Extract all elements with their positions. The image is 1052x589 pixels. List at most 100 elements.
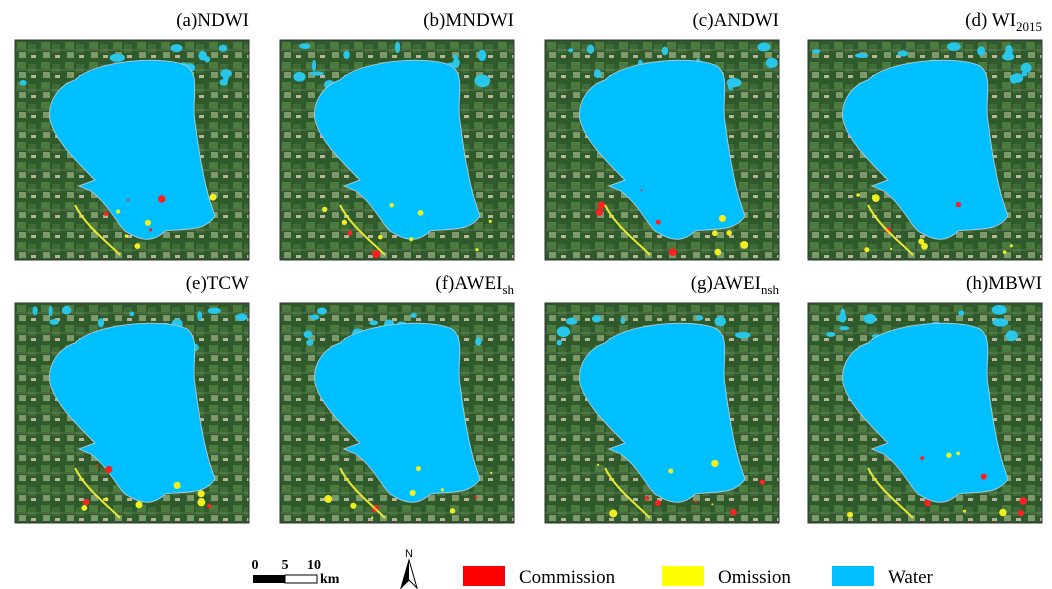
omission-spot [371,517,373,519]
pond [757,43,770,52]
omission-spot [1003,250,1007,254]
commission-spot [730,509,737,516]
map-panel [15,303,249,523]
pond [474,75,490,87]
commission-spot [1018,510,1024,516]
commission-spot [669,248,677,256]
omission-spot [389,203,393,207]
pond [977,46,985,56]
map-panel [15,40,249,260]
omission-spot [125,234,129,238]
panel-title: (h)MBWI [966,273,1042,294]
panel-title-text: (h)MBWI [966,273,1042,294]
omission-spot [173,482,180,489]
omission-spot [864,247,869,252]
pond [992,305,1007,315]
omission-spot [324,495,332,503]
omission-spot [490,472,492,474]
pond [299,43,310,49]
commission-spot [645,496,650,501]
scale-label: 0 [252,558,259,573]
map-panel [808,303,1042,523]
pond [369,320,378,325]
panel-title-text: (e)TCW [186,273,249,294]
pond [19,80,26,86]
map-panel [280,303,514,523]
omission-spot [489,220,492,223]
omission-spot [956,451,960,455]
pond [620,317,625,324]
omission-spot [712,230,718,236]
panel-title-subscript: sh [502,282,514,297]
panel-title-text: (f)AWEI [435,273,502,294]
omission-spot [890,248,892,250]
pond [395,42,400,53]
pond [304,331,313,339]
commission-spot [656,220,661,225]
pond [826,332,835,337]
omission-spot [740,241,748,249]
pond [129,312,134,317]
omission-spot [872,194,880,202]
commission-spot [760,479,765,484]
commission-spot [598,201,606,209]
pond [594,69,601,77]
omission-spot [946,453,951,458]
commission-spot [956,202,961,207]
pond [728,79,734,90]
omission-spot [350,503,356,509]
pond [475,337,481,345]
omission-spot [81,505,87,511]
pond [863,314,876,324]
omission-spot [856,193,860,197]
pond [170,44,182,52]
commission-spot [83,499,90,506]
omission-spot [116,209,120,213]
commission-spot [596,209,603,216]
pond [110,54,125,62]
pond [1006,330,1018,341]
pond [1021,63,1032,73]
pond [838,313,846,322]
legend-label: Water [888,567,934,588]
pond [715,316,726,326]
omission-spot [416,466,421,471]
panel-title: (b)MNDWI [423,10,514,31]
omission-spot [342,220,347,225]
commission-spot [695,500,698,503]
pond [98,318,104,327]
commission-spot [641,189,643,191]
scale-unit: km [320,572,340,587]
pond [310,314,319,320]
omission-spot [104,497,108,501]
pond [197,311,202,321]
pond [204,56,210,62]
omission-spot [609,509,617,517]
commission-spot [149,228,152,231]
pond [992,318,1008,326]
pond [478,50,486,61]
omission-spot [410,490,416,496]
panel-title-text: (g)AWEI [691,273,761,294]
pond [696,315,703,320]
commission-spot [127,199,129,201]
scale-bar-white [285,575,317,583]
pond [958,310,964,315]
pond [219,79,227,86]
omission-spot [847,512,853,518]
panel-title: (e)TCW [186,273,249,294]
pond [587,45,594,54]
omission-spot [409,237,413,241]
legend-label: Commission [519,567,616,588]
legend-swatch [832,566,874,586]
panel-title-text: (b)MNDWI [423,10,514,31]
pond [306,339,313,345]
pond [62,306,72,314]
omission-spot [418,210,424,216]
commission-spot [1019,497,1027,505]
omission-spot [475,248,478,251]
map-panel [808,40,1042,260]
map-panel [545,40,779,260]
pond [662,46,669,55]
omission-spot [921,243,928,250]
